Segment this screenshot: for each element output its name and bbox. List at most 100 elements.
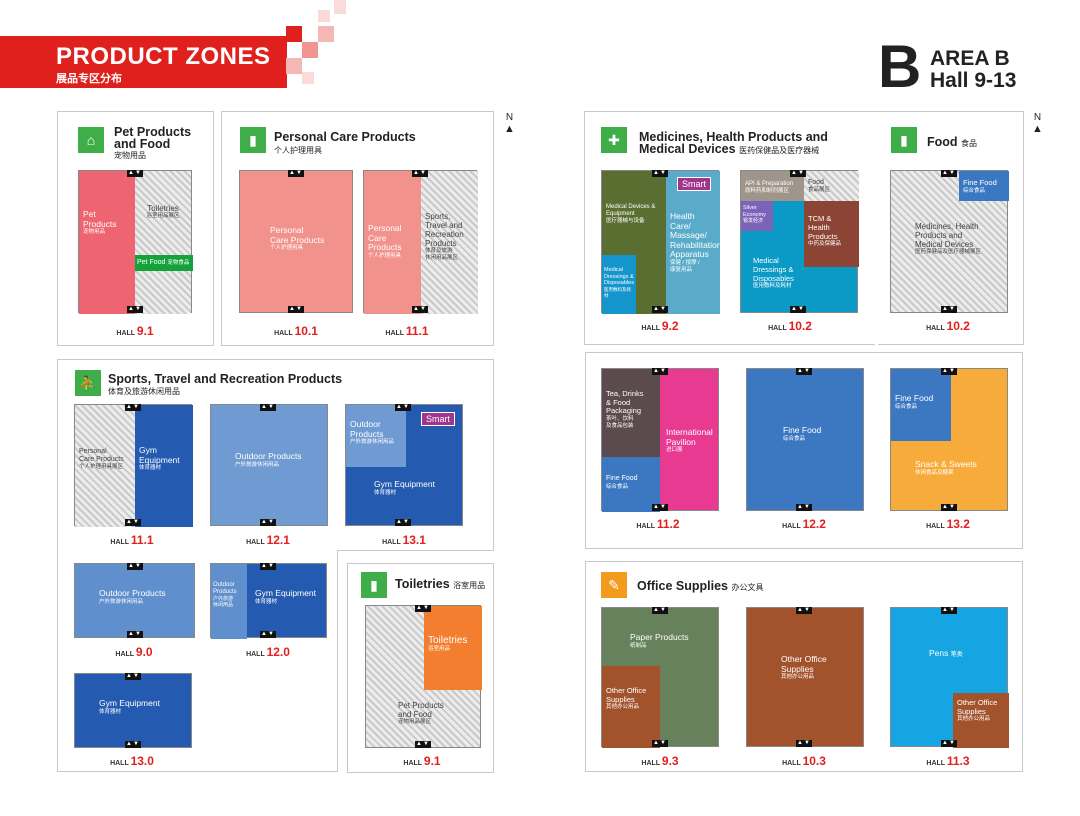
entrance-marker: ▲▼: [125, 404, 141, 411]
soap-bottle-icon: ▮: [361, 572, 387, 598]
zone-gym-equipment[interactable]: Gym Equipment 体育器材: [135, 405, 193, 527]
entrance-marker: ▲▼: [652, 607, 668, 614]
hall-number: HALL 12.2: [782, 517, 826, 531]
entrance-marker: ▲▼: [652, 170, 668, 177]
zone-pens[interactable]: Pens 笔类: [929, 648, 963, 658]
zone-gym-equipment[interactable]: Gym Equipment 体育器材: [374, 479, 435, 496]
zone-medicines[interactable]: Medicines, Health Products and Medical Dev…: [915, 222, 982, 255]
zone-outdoor-products[interactable]: Outdoor Products 户外旅游休闲用品: [235, 451, 302, 468]
hall-11-1[interactable]: Personal Care Products 个人护理用具 Sports, Trave…: [363, 170, 478, 314]
decor-square: [302, 42, 318, 58]
entrance-marker: ▲▼: [796, 368, 812, 375]
hall-11-2[interactable]: Tea, Drinks & Food Packaging 茶叶、饮料 及食品包装 Fin…: [601, 368, 719, 512]
zone-fine-food[interactable]: Fine Food 综合食品: [602, 457, 660, 512]
hall-10-3[interactable]: Other Office Supplies 其他办公用品: [746, 607, 864, 747]
hall-number: HALL 10.3: [782, 754, 826, 768]
zone-sports[interactable]: Sports, Travel and Recreation Products 体育及旅游…: [421, 171, 478, 314]
zone-medical-dressings[interactable]: Medical Dressings & Disposables 医用敷料及耗材: [753, 256, 794, 289]
pencil-ruler-icon: ✎: [601, 572, 627, 598]
decor-square: [286, 26, 302, 42]
zone-fine-food[interactable]: Fine Food 综合食品: [891, 369, 951, 441]
north-compass: N ▲: [1032, 112, 1043, 135]
hall-10-2[interactable]: API & Preparation 原料药和制剂展区 Food 食品展区 Silve…: [740, 170, 859, 313]
entrance-marker: ▲▼: [941, 306, 957, 313]
hall-number: HALL 12.0: [246, 645, 290, 659]
hall-12-2[interactable]: Fine Food 综合食品: [746, 368, 864, 511]
zone-health-care[interactable]: Health Care/Massage/Rehabilitation Appara…: [666, 171, 720, 314]
hall-number: HALL 11.3: [926, 754, 970, 768]
zone-food[interactable]: Food 食品展区: [804, 171, 859, 201]
entrance-marker: ▲▼: [288, 170, 304, 177]
entrance-marker: ▲▼: [125, 673, 141, 680]
hall-number: HALL 9.1: [403, 754, 441, 768]
zone-toiletries[interactable]: Toiletries 浴室用品展区: [135, 171, 191, 314]
hall-13-2[interactable]: Fine Food 综合食品 Snack & Sweets 休闲食品及糖果: [890, 368, 1008, 511]
hall-13-0[interactable]: Gym Equipment 体育器材: [74, 673, 192, 748]
zone-pet-products[interactable]: Pet Products and Food 宠物用品展区: [398, 701, 444, 725]
zone-other-office[interactable]: Other Office Supplies 其他办公用品: [953, 693, 1009, 748]
hall-number: HALL 9.0: [115, 645, 153, 659]
entrance-marker: ▲▼: [260, 404, 276, 411]
zone-silver-economy[interactable]: Silver Economy 银发经济: [741, 201, 773, 231]
section-subtitle-personal: 个人护理用具: [274, 146, 322, 155]
bottle-glass-icon: ▮: [891, 127, 917, 153]
section-title-personal: Personal Care Products: [274, 130, 416, 144]
entrance-marker: ▲▼: [395, 519, 411, 526]
entrance-marker: ▲▼: [796, 740, 812, 747]
decor-square: [302, 72, 314, 84]
zone-other-office[interactable]: Other Office Supplies 其他办公用品: [781, 654, 827, 680]
hall-9-1[interactable]: Pet Products 宠物用品 Toiletries 浴室用品展区 Pet Foo…: [78, 170, 193, 314]
zone-medical-dressings[interactable]: Medical Dressings & Disposables 医用敷料及耗材: [602, 255, 636, 314]
zone-fine-food[interactable]: Fine Food 综合食品: [959, 171, 1009, 201]
hall-9-0[interactable]: Outdoor Products 户外旅游休闲用品: [74, 563, 195, 638]
section-title-sports: Sports, Travel and Recreation Products: [108, 372, 343, 386]
zone-outdoor-products[interactable]: Outdoor Products 户外旅游休闲用品: [99, 588, 166, 605]
hall-9-2[interactable]: Medical Devices & Equipment 医疗器械与设备 Health…: [601, 170, 720, 314]
zone-personal-care[interactable]: Personal Care Products 个人护理用具: [270, 225, 325, 251]
decor-square: [334, 0, 346, 14]
zone-other-office[interactable]: Other Office Supplies 其他办公用品: [602, 666, 660, 748]
area-label: AREA B Hall 9-13: [930, 47, 1017, 92]
section-title-pet: Pet Products and Food: [114, 125, 192, 151]
hall-10-2-food[interactable]: Fine Food 综合食品 Medicines, Health Products …: [890, 170, 1009, 313]
hall-12-0[interactable]: Outdoor Products 户外旅游 休闲用品 Gym Equipment 体育器…: [210, 563, 327, 639]
zone-pet-products[interactable]: Pet Products 宠物用品: [79, 171, 135, 314]
zone-gym-equipment[interactable]: Gym Equipment 体育器材: [99, 698, 160, 715]
entrance-marker: ▲▼: [127, 306, 143, 313]
entrance-marker: ▲▼: [415, 741, 431, 748]
section-title-office: Office Supplies 办公文具: [637, 579, 764, 593]
zone-personal-care[interactable]: Personal Care Products 个人护理用具: [364, 171, 421, 314]
hall-10-1[interactable]: Personal Care Products 个人护理用具: [239, 170, 353, 313]
hall-number: HALL 13.2: [926, 517, 970, 531]
zone-pet-food[interactable]: Pet Food 宠物食品: [135, 255, 193, 271]
section-subtitle-sports: 体育及旅游休闲用品: [108, 387, 180, 396]
zone-toiletries[interactable]: Toiletries 浴室用品: [424, 606, 482, 690]
zone-fine-food[interactable]: Fine Food 综合食品: [783, 425, 822, 442]
hall-number: HALL 10.2: [768, 319, 812, 333]
hall-11-1-sports[interactable]: Personal Care Products 个人护理用具展区 Gym Equipme…: [74, 404, 193, 527]
hall-9-3[interactable]: Paper Products 纸制品 Other Office Supplies 其他…: [601, 607, 719, 748]
entrance-marker: ▲▼: [652, 740, 668, 747]
header-banner: PRODUCT ZONES 展品专区分布: [0, 36, 287, 88]
zone-tcm[interactable]: TCM & Health Products 中药及保健品: [804, 201, 859, 267]
runner-icon: ⛹: [75, 370, 101, 396]
zone-paper-products[interactable]: Paper Products 纸制品: [630, 632, 689, 649]
zone-tea-drinks[interactable]: Tea, Drinks & Food Packaging 茶叶、饮料 及食品包装: [602, 369, 660, 457]
hall-12-1[interactable]: Outdoor Products 户外旅游休闲用品: [210, 404, 328, 526]
hall-11-3[interactable]: Pens 笔类 Other Office Supplies 其他办公用品: [890, 607, 1009, 748]
zone-international-pavilion[interactable]: International Pavilion 进口展: [666, 427, 713, 453]
hall-number: HALL 13.1: [382, 533, 426, 547]
entrance-marker: ▲▼: [941, 170, 957, 177]
hall-number: HALL 9.1: [116, 324, 154, 338]
hall-9-1-toiletries[interactable]: Toiletries 浴室用品 Pet Products and Food 宠物用品展…: [365, 605, 482, 748]
hall-number: HALL 9.2: [641, 319, 679, 333]
zone-personal-care[interactable]: Personal Care Products 个人护理用具展区: [75, 405, 135, 527]
hall-number: HALL 9.3: [641, 754, 679, 768]
entrance-marker: ▲▼: [127, 631, 143, 638]
section-title-medicines: Medicines, Health Products and Medical De…: [639, 130, 828, 156]
hall-number: HALL 11.1: [385, 324, 429, 338]
zone-snack-sweets[interactable]: Snack & Sweets 休闲食品及糖果: [915, 459, 977, 476]
zone-gym-equipment[interactable]: Gym Equipment 体育器材: [255, 588, 316, 605]
